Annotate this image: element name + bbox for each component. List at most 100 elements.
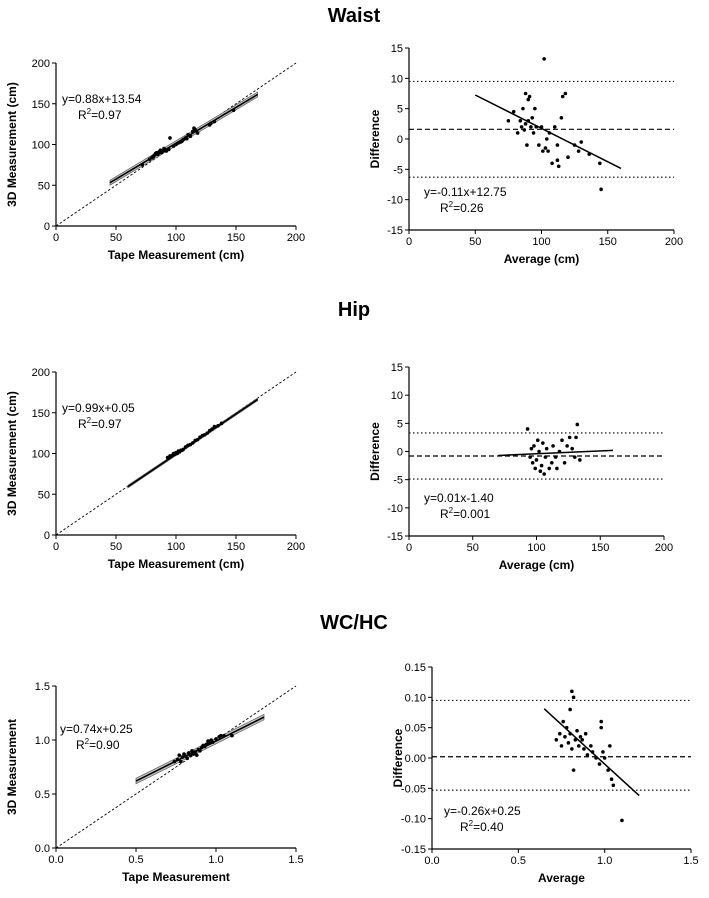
y-tick-label: -0.15 [401,844,426,856]
r-squared-superscript: 2 [449,506,454,515]
correlation-plot: 0.0 0.5 1.0 1.5 0.0 0.5 1.0 1.5 Tape Measurement… [5,681,304,884]
data-point [570,747,574,751]
data-point [576,149,581,153]
data-point [539,463,544,468]
data-point [198,749,202,753]
data-point [177,753,181,757]
data-point [207,741,212,746]
y-tick-label: -0.05 [401,783,426,795]
data-point [531,131,536,135]
r-squared: R2=0.97 [78,416,122,431]
data-point [572,143,577,147]
plot-area [409,57,674,192]
data-point [555,143,560,147]
data-point [571,695,576,700]
data-point [551,444,555,448]
x-tick-label: 200 [665,236,683,248]
y-tick-label: 10 [391,73,403,85]
data-point [525,143,529,147]
data-point [525,427,530,431]
data-point [611,783,616,788]
y-axis-label: Difference [368,109,382,168]
r-squared-value: =0.001 [453,507,490,521]
data-point [527,94,532,99]
bland-altman-plot: 0.0 0.5 1.0 1.5 0.15 0.10 0.05 0.00 -0.05 -0.10 -0… [391,662,699,885]
regression-equation: y=-0.11x+12.75 [424,185,507,199]
y-tick-label: 0.10 [405,692,426,704]
regression-equation: y=0.01x-1.40 [424,491,494,505]
data-point [570,689,574,694]
data-point [535,438,540,443]
data-point [597,762,602,766]
x-tick-label: 0 [53,541,59,553]
x-axis-label: Tape Measurement [122,870,230,884]
x-axis-label: Average (cm) [504,252,580,266]
data-point [542,472,546,476]
x-tick-label: 100 [527,542,545,554]
data-point [231,108,236,113]
y-tick-label: 15 [391,362,403,374]
data-point [539,125,544,129]
data-point [563,734,567,739]
x-tick-label: 150 [599,236,617,248]
data-point [530,115,535,120]
data-point [570,446,574,451]
data-point [599,725,604,730]
r-squared-symbol: R [76,738,85,752]
y-tick-label: 15 [391,43,403,55]
data-point [579,140,584,144]
r-squared-superscript: 2 [87,416,92,425]
data-point [526,97,531,102]
data-point [537,143,541,147]
x-axis-label: Tape Measurement (cm) [108,248,244,262]
data-point [210,427,214,431]
data-point [598,161,602,166]
data-point [556,164,561,169]
x-tick-label: 100 [167,232,185,244]
r-squared-symbol: R [440,507,449,521]
data-point [530,460,535,465]
y-tick-label: 1.5 [35,681,50,693]
y-tick-label: 50 [38,489,50,501]
x-tick-label: 1.0 [208,854,223,866]
y-tick-label: 0 [397,447,403,459]
data-point [528,455,532,459]
data-point [522,128,527,132]
y-tick-label: 100 [32,449,50,461]
data-point [559,744,564,748]
y-tick-label: 0 [44,530,50,542]
data-point [534,125,538,129]
data-point [608,744,612,748]
x-axis-label: Tape Measurement (cm) [108,557,244,571]
x-tick-label: 50 [469,236,481,248]
data-point [172,759,177,764]
data-point [188,134,193,139]
x-tick-label: 1.5 [288,854,303,866]
r-squared-value: =0.97 [91,108,122,122]
x-tick-label: 150 [227,232,245,244]
regression-equation: y=0.74x+0.25 [60,722,133,736]
r-squared-value: =0.90 [89,738,120,752]
data-point [168,136,172,140]
data-point [185,756,189,761]
data-point [560,94,565,99]
data-point [526,119,531,123]
regression-equation: y=0.99x+0.05 [62,401,135,415]
y-axis-label: Difference [368,422,382,481]
y-tick-label: 5 [397,104,403,116]
data-point [193,128,197,132]
data-point [587,152,591,156]
data-point [582,747,586,751]
data-point [583,731,588,736]
data-point [561,719,566,724]
x-tick-label: 50 [110,232,122,244]
data-point [601,750,605,754]
y-tick-label: -5 [393,475,403,487]
data-point [574,435,578,440]
plot-area [56,62,297,226]
plot-area [432,689,691,823]
y-tick-label: 5 [397,418,403,430]
data-point [552,125,557,129]
